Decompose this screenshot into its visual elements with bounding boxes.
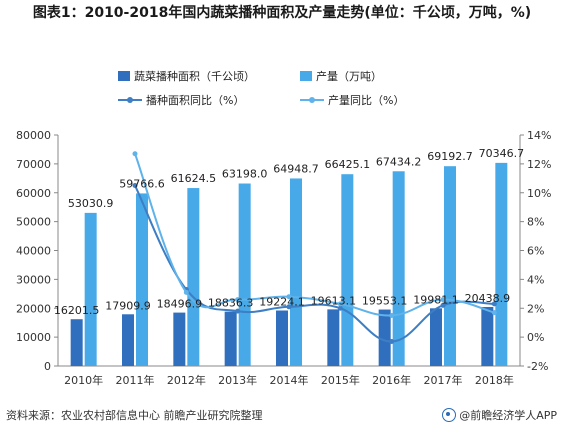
bar-area [378, 309, 391, 366]
y-left-tick-label: 40000 [16, 245, 51, 258]
data-label-area: 18496.9 [157, 298, 203, 311]
y-left-tick-label: 30000 [16, 273, 51, 286]
y-left-tick-label: 20000 [16, 302, 51, 315]
legend-label-output-bar: 产量（万吨） [316, 70, 382, 83]
y-right-tick-label: 10% [527, 187, 551, 200]
y-right-tick-label: 6% [527, 245, 544, 258]
data-label-area: 17909.9 [105, 299, 151, 312]
data-label-output: 63198.0 [222, 168, 268, 181]
y-right-tick-label: -2% [527, 360, 548, 373]
y-right-tick-label: 12% [527, 158, 551, 171]
bar-output [392, 171, 405, 366]
y-right-tick-label: 0% [527, 331, 544, 344]
data-label-output: 53030.9 [68, 197, 114, 210]
point-output-yoy [389, 312, 395, 318]
line-output-yoy [134, 153, 495, 317]
legend-label-area-line: 播种面积同比（%） [146, 94, 245, 107]
bar-area [70, 319, 83, 366]
bar-output [444, 166, 456, 366]
point-area-yoy [286, 304, 292, 310]
legend-swatch-output-line [300, 95, 324, 105]
data-label-output: 69192.7 [427, 150, 473, 163]
legend-label-area-bar: 蔬菜播种面积（千公顷） [134, 70, 255, 83]
point-output-yoy [440, 297, 446, 303]
bar-output [341, 174, 354, 366]
legend-item-area-line: 播种面积同比（%） [118, 92, 244, 108]
data-label-output: 67434.2 [376, 155, 422, 168]
data-label-output: 59766.6 [119, 177, 165, 190]
data-label-area: 20438.9 [465, 292, 511, 305]
y-left-tick-label: 80000 [16, 129, 51, 142]
chart-title: 图表1：2010-2018年国内蔬菜播种面积及产量走势(单位：千公顷，万吨，%) [32, 5, 532, 21]
bar-output [84, 212, 97, 366]
point-area-yoy [440, 302, 446, 308]
point-area-yoy [235, 308, 241, 314]
x-tick-label: 2012年 [167, 373, 206, 387]
point-area-yoy [491, 301, 497, 307]
y-right-tick-label: 2% [527, 302, 544, 315]
legend-item-area-bar: 蔬菜播种面积（千公顷） [118, 68, 255, 84]
data-label-area: 16201.5 [54, 304, 100, 317]
y-right-tick-label: 8% [527, 216, 544, 229]
data-label-area: 18836.3 [208, 297, 254, 310]
point-output-yoy [132, 151, 138, 157]
x-tick-label: 2018年 [475, 373, 514, 387]
legend-swatch-output-bar [300, 71, 312, 81]
data-label-area: 19224.1 [259, 295, 305, 308]
x-tick-label: 2017年 [424, 373, 463, 387]
brand-label: @前瞻经济学人APP [459, 409, 557, 422]
y-left-tick-label: 10000 [16, 331, 51, 344]
point-output-yoy [491, 310, 497, 316]
y-left-tick-label: 70000 [16, 158, 51, 171]
brand-credit: @前瞻经济学人APP [442, 407, 557, 423]
point-area-yoy [337, 305, 343, 311]
legend-item-output-bar: 产量（万吨） [300, 68, 382, 84]
legend-swatch-area-bar [118, 71, 130, 81]
bar-output [187, 188, 200, 366]
y-left-tick-label: 60000 [16, 187, 51, 200]
point-output-yoy [235, 297, 241, 303]
data-label-output: 66425.1 [325, 158, 371, 171]
bar-area [173, 312, 186, 366]
point-area-yoy [389, 338, 395, 344]
source-note: 资料来源：农业农村部信息中心 前瞻产业研究院整理 [6, 409, 263, 422]
bar-output [238, 183, 251, 366]
data-label-output: 61624.5 [171, 172, 217, 185]
bar-area [430, 308, 442, 366]
point-output-yoy [183, 289, 189, 295]
x-tick-label: 2016年 [372, 373, 411, 387]
legend-item-output-line: 产量同比（%） [300, 92, 404, 108]
legend-label-output-line: 产量同比（%） [328, 94, 405, 107]
bar-area [122, 314, 134, 366]
legend-swatch-area-line [118, 95, 142, 105]
bar-area [224, 311, 237, 366]
bar-output [290, 178, 302, 366]
bar-area [481, 306, 494, 366]
point-output-yoy [286, 294, 292, 300]
y-left-tick-label: 50000 [16, 216, 51, 229]
data-label-area: 19981.1 [413, 293, 459, 306]
data-label-area: 19553.1 [362, 295, 408, 308]
x-tick-label: 2013年 [218, 373, 257, 387]
y-right-tick-label: 4% [527, 273, 544, 286]
point-area-yoy [132, 183, 138, 189]
y-right-tick-label: 14% [527, 129, 551, 142]
y-left-tick-label: 0 [44, 360, 51, 373]
bar-output [136, 193, 148, 366]
data-label-output: 64948.7 [273, 162, 319, 175]
data-label-area: 19613.1 [311, 294, 357, 307]
x-tick-label: 2014年 [270, 373, 309, 387]
bar-area [276, 310, 288, 366]
x-tick-label: 2015年 [321, 373, 360, 387]
x-tick-label: 2011年 [116, 373, 155, 387]
point-output-yoy [337, 301, 343, 307]
data-label-output: 70346.7 [479, 147, 525, 160]
bar-area [327, 309, 340, 366]
x-tick-label: 2010年 [64, 373, 103, 387]
brand-logo-icon [442, 408, 457, 422]
bar-output [495, 162, 508, 366]
